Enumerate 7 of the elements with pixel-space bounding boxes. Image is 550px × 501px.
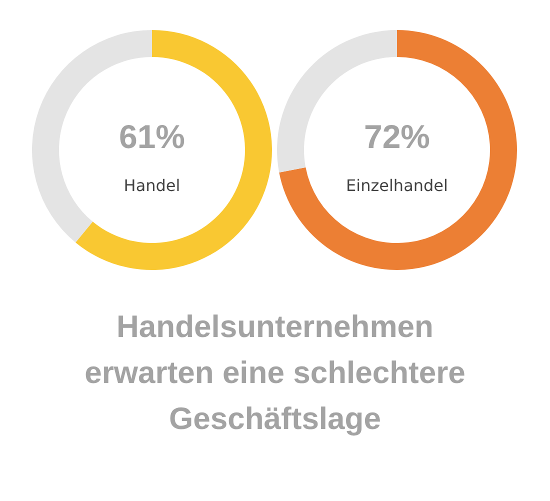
donut-slice <box>279 30 517 270</box>
donut-slice <box>76 30 272 270</box>
text: Handelsunternehmen erwarten eine schlechtere Geschäftslage <box>84 309 466 436</box>
data-label: 72% <box>364 118 430 155</box>
slice-label: Handel <box>124 176 180 195</box>
data-label: 61% <box>118 118 186 155</box>
slice-label: Einzelhandel <box>346 176 448 195</box>
